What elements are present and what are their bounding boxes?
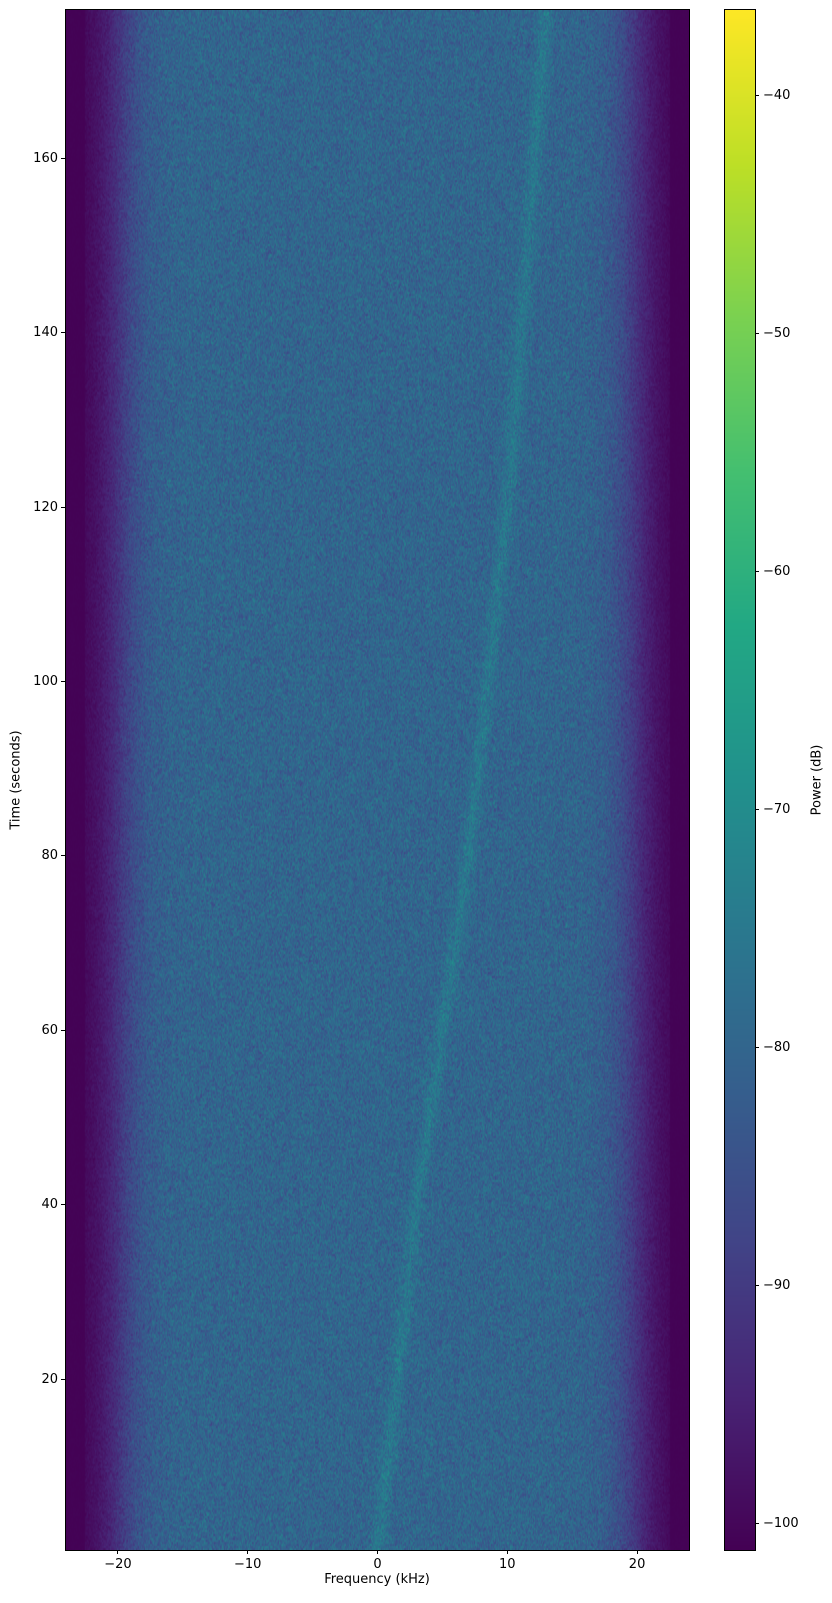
colorbar-tick-label: −40 bbox=[763, 89, 790, 102]
y-tick-label: 60 bbox=[41, 1024, 58, 1037]
colorbar-tick-label: −70 bbox=[763, 803, 790, 816]
x-tick-mark bbox=[507, 1550, 508, 1554]
x-tick-mark bbox=[377, 1550, 378, 1554]
y-tick-label: 120 bbox=[33, 501, 58, 514]
y-axis-label: Time (seconds) bbox=[10, 730, 23, 829]
y-tick-label: 40 bbox=[41, 1198, 58, 1211]
colorbar-tick-mark bbox=[755, 333, 759, 334]
x-tick-mark bbox=[637, 1550, 638, 1554]
y-tick-mark bbox=[61, 1030, 65, 1031]
y-tick-label: 100 bbox=[33, 675, 58, 688]
y-tick-label: 20 bbox=[41, 1373, 58, 1386]
y-tick-label: 80 bbox=[41, 849, 58, 862]
y-tick-mark bbox=[61, 507, 65, 508]
colorbar bbox=[725, 10, 755, 1550]
colorbar-tick-label: −80 bbox=[763, 1041, 790, 1054]
spectrogram-plot-area bbox=[66, 10, 689, 1550]
plot-frame bbox=[65, 9, 690, 1551]
colorbar-tick-mark bbox=[755, 809, 759, 810]
colorbar-tick-label: −90 bbox=[763, 1279, 790, 1292]
y-tick-mark bbox=[61, 332, 65, 333]
colorbar-frame bbox=[724, 9, 756, 1551]
x-tick-label: 20 bbox=[629, 1558, 646, 1571]
x-tick-label: 10 bbox=[499, 1558, 516, 1571]
y-tick-mark bbox=[61, 855, 65, 856]
colorbar-tick-mark bbox=[755, 95, 759, 96]
x-tick-mark bbox=[117, 1550, 118, 1554]
colorbar-tick-mark bbox=[755, 1523, 759, 1524]
y-tick-label: 140 bbox=[33, 326, 58, 339]
y-tick-mark bbox=[61, 1204, 65, 1205]
colorbar-tick-mark bbox=[755, 1047, 759, 1048]
colorbar-label: Power (dB) bbox=[811, 745, 824, 816]
colorbar-tick-label: −50 bbox=[763, 327, 790, 340]
colorbar-tick-label: −60 bbox=[763, 565, 790, 578]
x-tick-label: 0 bbox=[373, 1558, 381, 1571]
x-tick-label: −20 bbox=[104, 1558, 131, 1571]
y-tick-label: 160 bbox=[33, 152, 58, 165]
colorbar-tick-label: −100 bbox=[763, 1517, 799, 1530]
y-tick-mark bbox=[61, 1379, 65, 1380]
x-axis-label: Frequency (kHz) bbox=[324, 1573, 430, 1586]
colorbar-tick-mark bbox=[755, 571, 759, 572]
x-tick-mark bbox=[247, 1550, 248, 1554]
x-tick-label: −10 bbox=[234, 1558, 261, 1571]
y-tick-mark bbox=[61, 158, 65, 159]
colorbar-tick-mark bbox=[755, 1285, 759, 1286]
y-tick-mark bbox=[61, 681, 65, 682]
